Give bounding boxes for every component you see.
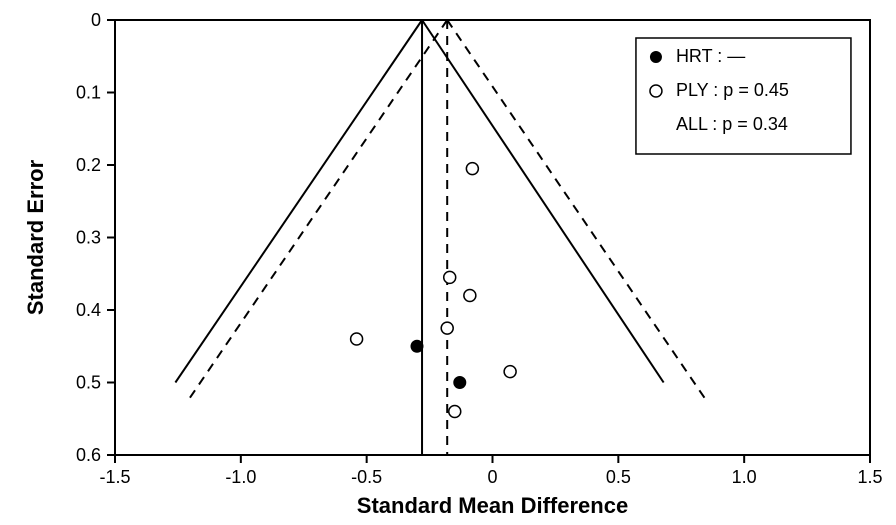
x-tick-label: -1.0 <box>225 467 256 487</box>
point-filled <box>411 340 423 352</box>
legend-label: ALL : p = 0.34 <box>676 114 788 134</box>
x-tick-label: -1.5 <box>99 467 130 487</box>
y-tick-label: 0.2 <box>76 155 101 175</box>
y-tick-label: 0.5 <box>76 373 101 393</box>
point-open <box>444 271 456 283</box>
point-open <box>351 333 363 345</box>
point-filled <box>454 377 466 389</box>
legend-label: PLY : p = 0.45 <box>676 80 789 100</box>
legend-label: HRT : — <box>676 46 745 66</box>
legend-marker-filled <box>650 51 662 63</box>
point-open <box>504 366 516 378</box>
y-tick-label: 0 <box>91 10 101 30</box>
x-tick-label: 1.0 <box>732 467 757 487</box>
y-tick-label: 0.6 <box>76 445 101 465</box>
funnel-plot: -1.5 -1.0 -0.5 0 0.5 1.0 1.5 0 0.1 0.2 0.3 0.4 0.5 0.… <box>0 0 896 525</box>
x-tick-label: 0 <box>487 467 497 487</box>
x-tick-label: 1.5 <box>857 467 882 487</box>
point-open <box>464 290 476 302</box>
x-tick-label: -0.5 <box>351 467 382 487</box>
y-tick-label: 0.4 <box>76 300 101 320</box>
funnel-solid <box>175 20 422 383</box>
funnel-dashed <box>188 20 447 401</box>
legend-marker-open <box>650 85 662 97</box>
chart-svg: -1.5 -1.0 -0.5 0 0.5 1.0 1.5 0 0.1 0.2 0.3 0.4 0.5 0.… <box>0 0 896 525</box>
point-open <box>449 406 461 418</box>
point-open <box>466 163 478 175</box>
x-tick-label: 0.5 <box>606 467 631 487</box>
x-axis-label: Standard Mean Difference <box>357 493 628 518</box>
point-open <box>441 322 453 334</box>
funnel-solid <box>422 20 664 383</box>
y-tick-label: 0.3 <box>76 228 101 248</box>
y-tick-label: 0.1 <box>76 83 101 103</box>
y-axis-label: Standard Error <box>23 159 48 315</box>
